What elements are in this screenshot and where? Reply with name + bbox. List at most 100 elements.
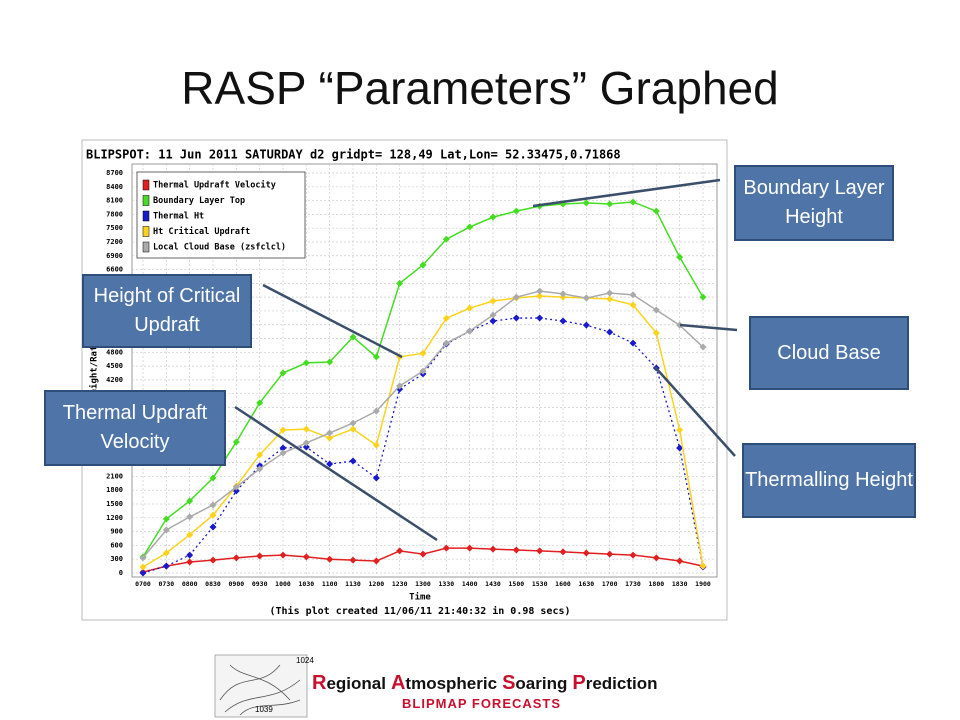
logo-word: Regional <box>312 672 386 694</box>
data-point <box>186 551 194 559</box>
data-point <box>279 369 287 377</box>
data-point <box>256 451 264 459</box>
data-point <box>372 441 380 449</box>
data-point <box>629 551 637 559</box>
x-tick-label: 1000 <box>275 580 291 588</box>
logo-subtitle: BLIPMAP FORECASTS <box>402 696 562 711</box>
x-tick-label: 1730 <box>625 580 641 588</box>
y-tick-label: 1200 <box>106 514 123 522</box>
y-tick-label: 2100 <box>106 472 123 480</box>
data-point <box>676 557 684 565</box>
data-point <box>536 314 544 322</box>
x-tick-label: 0730 <box>159 580 175 588</box>
data-point <box>349 419 357 427</box>
y-tick-label: 1500 <box>106 500 123 508</box>
x-tick-label: 0930 <box>252 580 268 588</box>
data-point <box>512 546 520 554</box>
x-tick-label: 1100 <box>322 580 338 588</box>
x-axis-label: Time <box>409 592 431 603</box>
data-point <box>466 304 474 312</box>
x-tick-label: 1700 <box>602 580 618 588</box>
data-point <box>442 314 450 322</box>
data-point <box>699 343 707 351</box>
series-layer <box>139 198 707 577</box>
connector <box>262 283 403 359</box>
data-point <box>232 483 240 491</box>
data-point <box>606 289 614 297</box>
data-point <box>326 555 334 563</box>
x-tick-label: 1400 <box>462 580 478 588</box>
legend: Thermal Updraft Velocity Boundary Layer T… <box>136 171 306 259</box>
callout: Height of Critical Updraft <box>82 274 252 348</box>
data-point <box>279 426 287 434</box>
data-point <box>209 556 217 564</box>
data-point <box>699 562 707 570</box>
data-point <box>419 349 427 357</box>
data-point <box>536 292 544 300</box>
data-point <box>536 287 544 295</box>
data-point <box>466 544 474 552</box>
data-point <box>302 439 310 447</box>
data-point <box>349 556 357 564</box>
data-point <box>209 511 217 519</box>
data-point <box>489 545 497 553</box>
y-tick-label: 6600 <box>106 266 123 274</box>
data-point <box>442 235 450 243</box>
callout: Thermalling Height <box>742 443 916 518</box>
y-tick-label: 4800 <box>106 348 123 356</box>
data-point <box>326 460 334 468</box>
x-tick-label: 1800 <box>649 580 665 588</box>
data-point <box>582 549 590 557</box>
y-tick-label: 4500 <box>106 362 123 370</box>
x-tick-label: 1900 <box>695 580 711 588</box>
data-point <box>186 531 194 539</box>
data-point <box>629 198 637 206</box>
data-point <box>162 549 170 557</box>
x-tick-label: 0700 <box>135 580 151 588</box>
data-point <box>466 223 474 231</box>
data-point <box>256 465 264 473</box>
legend-swatch <box>142 241 150 253</box>
data-point <box>419 261 427 269</box>
x-tick-label: 1500 <box>509 580 525 588</box>
data-point <box>256 399 264 407</box>
data-point <box>466 327 474 335</box>
data-point <box>676 444 684 452</box>
isobars <box>219 664 301 716</box>
data-point <box>396 279 404 287</box>
data-point <box>652 306 660 314</box>
y-tick-label: 4200 <box>106 376 123 384</box>
data-point <box>512 207 520 215</box>
slide-title: RASP “Parameters” Graphed <box>181 62 778 114</box>
legend-label: Local Cloud Base (zsfclcl) <box>153 243 286 253</box>
data-point <box>652 207 660 215</box>
data-point <box>326 358 334 366</box>
y-tick-label: 7500 <box>106 224 123 232</box>
legend-swatch <box>142 195 150 206</box>
y-tick-label: 6900 <box>106 252 123 260</box>
data-point <box>606 550 614 558</box>
data-point <box>209 474 217 482</box>
data-point <box>489 297 497 305</box>
data-point <box>629 301 637 309</box>
data-point <box>676 321 684 329</box>
y-tick-label: 600 <box>110 541 123 549</box>
logo-word: Soaring <box>502 672 568 694</box>
data-point <box>676 253 684 261</box>
data-point <box>582 294 590 302</box>
data-point <box>302 443 310 451</box>
data-point <box>302 425 310 433</box>
x-tick-label: 1230 <box>392 580 408 588</box>
data-point <box>139 563 147 571</box>
connector <box>679 323 738 332</box>
data-point <box>489 317 497 325</box>
data-point <box>186 558 194 566</box>
legend-label: Ht Critical Updraft <box>153 226 250 237</box>
data-point <box>582 199 590 207</box>
x-tick-label: 1200 <box>369 580 385 588</box>
data-point <box>606 295 614 303</box>
data-point <box>606 200 614 208</box>
data-point <box>536 547 544 555</box>
data-point <box>442 339 450 347</box>
